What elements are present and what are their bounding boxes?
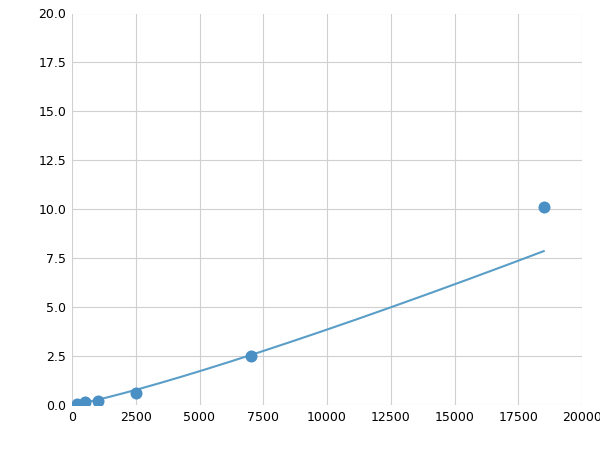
- Point: [92, 398, 102, 405]
- Point: [80, 398, 89, 405]
- Point: [539, 204, 548, 211]
- Point: [72, 400, 82, 408]
- Point: [246, 352, 256, 360]
- Point: [131, 390, 140, 397]
